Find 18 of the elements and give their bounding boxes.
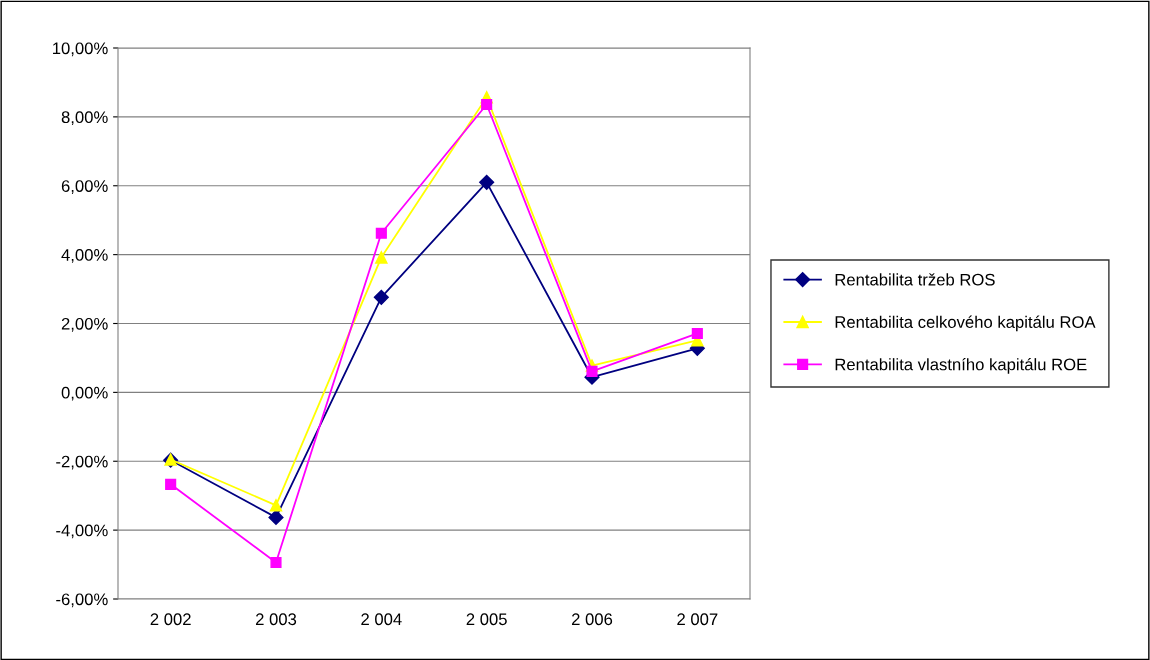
legend-label: Rentabilita vlastního kapitálu ROE <box>835 357 1087 374</box>
y-tick-label: 10,00% <box>53 42 108 57</box>
y-tick-label: 4,00% <box>61 249 108 263</box>
x-tick-label: 2 006 <box>571 613 613 626</box>
x-tick-label: 2 005 <box>466 613 507 626</box>
y-tick-label: 0,00% <box>61 386 108 401</box>
legend-label: Rentabilita tržeb ROS <box>835 273 995 286</box>
legend-label: Rentabilita celkového kapitálu ROA <box>835 315 1096 332</box>
x-tick-label: 2 003 <box>255 613 297 626</box>
y-tick-label: -6,00% <box>56 593 108 608</box>
x-tick-label: 2 007 <box>677 613 718 626</box>
x-tick-label: 2 002 <box>150 613 191 626</box>
y-tick-label: 6,00% <box>61 180 108 194</box>
x-tick-label: 2 004 <box>361 613 402 626</box>
y-tick-label: -2,00% <box>56 455 108 470</box>
y-tick-label: 2,00% <box>61 317 108 332</box>
y-tick-label: 8,00% <box>61 111 108 126</box>
y-tick-label: -4,00% <box>56 524 108 539</box>
